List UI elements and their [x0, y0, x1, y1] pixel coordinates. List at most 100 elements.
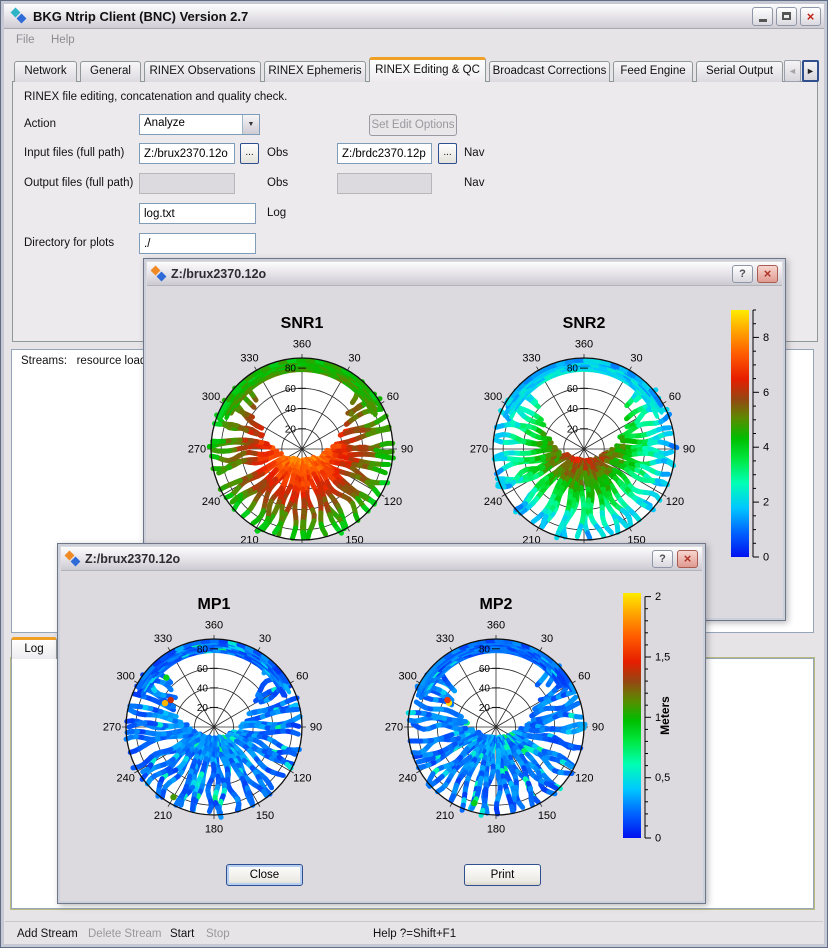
delete-stream-action[interactable]: Delete Stream [88, 928, 162, 940]
svg-text:20: 20 [197, 703, 209, 714]
menu-file[interactable]: File [16, 34, 35, 46]
svg-text:4: 4 [763, 442, 769, 454]
svg-text:90: 90 [683, 444, 695, 456]
log-label: Log [267, 207, 287, 219]
snr-dialog-help-button[interactable]: ? [732, 264, 753, 283]
svg-text:270: 270 [103, 722, 121, 734]
svg-text:90: 90 [401, 444, 413, 456]
tab-serial-output[interactable]: Serial Output [696, 61, 783, 82]
plots-directory-label: Directory for plots [24, 237, 115, 249]
svg-text:20: 20 [285, 424, 297, 435]
svg-text:0,5: 0,5 [655, 772, 670, 784]
tab-broadcast-corrections[interactable]: Broadcast Corrections [489, 61, 610, 82]
svg-text:0: 0 [655, 833, 661, 845]
set-edit-options-button[interactable]: Set Edit Options [369, 114, 457, 136]
input-obs-field[interactable] [139, 143, 235, 164]
close-button[interactable]: × [800, 6, 821, 26]
tab-rinex-editing-qc[interactable]: RINEX Editing & QC [369, 57, 486, 82]
mp-dialog-titlebar: Z:/brux2370.12o ? × [61, 547, 702, 571]
browse-obs-button[interactable]: ... [240, 143, 259, 164]
tab-general[interactable]: General [80, 61, 141, 82]
svg-text:360: 360 [205, 620, 223, 632]
svg-text:270: 270 [188, 444, 206, 456]
minimize-icon [758, 19, 767, 22]
svg-text:20: 20 [567, 424, 579, 435]
snr-dialog-close-button[interactable]: × [757, 264, 778, 283]
status-bar: Add Stream Delete Stream Start Stop Help… [5, 921, 823, 945]
bnc-logo-icon [10, 7, 27, 24]
svg-text:80: 80 [567, 364, 579, 375]
bnc-logo-icon [150, 265, 167, 282]
svg-text:40: 40 [285, 404, 297, 415]
svg-text:210: 210 [154, 810, 172, 822]
bnc-logo-blue-diamond [16, 13, 27, 24]
stop-action[interactable]: Stop [206, 928, 230, 940]
svg-text:90: 90 [310, 722, 322, 734]
tab-rinex-ephemeris[interactable]: RINEX Ephemeris [264, 61, 366, 82]
svg-text:2: 2 [763, 497, 769, 509]
colorbar-snr_scale: 0 2 4 6 8 [731, 309, 769, 564]
mp-dialog-help-button[interactable]: ? [652, 549, 673, 568]
svg-text:360: 360 [487, 620, 505, 632]
svg-text:60: 60 [567, 384, 579, 395]
maximize-button[interactable] [776, 6, 797, 26]
output-nav-field[interactable] [337, 173, 432, 194]
svg-text:60: 60 [296, 671, 308, 683]
skyplot-snr2: 2040608036030609012015018021024027030033… [470, 315, 695, 561]
minimize-button[interactable] [752, 6, 773, 26]
nav-label-input: Nav [464, 147, 485, 159]
mp-dialog-close-button[interactable]: × [677, 549, 698, 568]
tab-scroll-right-button[interactable]: ► [802, 60, 819, 82]
svg-text:SNR1: SNR1 [281, 315, 324, 332]
svg-text:240: 240 [399, 773, 417, 785]
help-shortcut-label: Help ?=Shift+F1 [373, 928, 457, 940]
input-nav-field[interactable] [337, 143, 432, 164]
svg-text:60: 60 [578, 671, 590, 683]
svg-text:60: 60 [285, 384, 297, 395]
svg-text:30: 30 [541, 633, 553, 645]
tab-feed-engine[interactable]: Feed Engine [613, 61, 693, 82]
obs-label-output: Obs [267, 177, 289, 189]
menu-help[interactable]: Help [51, 34, 75, 46]
svg-text:Meters: Meters [658, 696, 672, 735]
pane-description: RINEX file editing, concatenation and qu… [24, 91, 288, 103]
svg-text:270: 270 [470, 444, 488, 456]
svg-text:240: 240 [117, 773, 135, 785]
svg-text:60: 60 [387, 391, 399, 403]
skyplot-mp1: 20 40 60 80 360 30 60 90 120 150 180 210 240 270 300 33… [103, 596, 322, 836]
print-plot-button[interactable]: Print [464, 864, 541, 886]
svg-text:20: 20 [479, 703, 491, 714]
plots-directory-field[interactable] [139, 233, 256, 254]
svg-text:80: 80 [197, 644, 209, 655]
svg-text:300: 300 [484, 391, 502, 403]
svg-text:120: 120 [293, 773, 311, 785]
svg-text:80: 80 [479, 644, 491, 655]
svg-text:240: 240 [484, 496, 502, 508]
svg-text:1,5: 1,5 [655, 652, 670, 664]
svg-text:330: 330 [240, 353, 258, 365]
tab-rinex-observations[interactable]: RINEX Observations [144, 61, 261, 82]
close-icon: × [806, 8, 815, 24]
svg-text:210: 210 [436, 810, 454, 822]
streams-header: Streams: resource load [21, 355, 147, 367]
close-plot-button[interactable]: Close [226, 864, 303, 886]
output-obs-field[interactable] [139, 173, 235, 194]
svg-text:1: 1 [655, 712, 661, 724]
svg-text:330: 330 [522, 353, 540, 365]
browse-nav-button[interactable]: ... [438, 143, 457, 164]
svg-text:90: 90 [592, 722, 604, 734]
chevron-right-icon: ► [806, 66, 815, 76]
svg-text:330: 330 [436, 633, 454, 645]
start-action[interactable]: Start [170, 928, 195, 940]
tab-scroll-left-button[interactable]: ◄ [784, 60, 801, 82]
action-combobox[interactable]: Analyze ▼ [139, 114, 260, 135]
tab-network[interactable]: Network [14, 61, 77, 82]
svg-text:30: 30 [348, 353, 360, 365]
tab-log[interactable]: Log [11, 637, 57, 659]
svg-text:120: 120 [666, 496, 684, 508]
logfile-field[interactable] [139, 203, 256, 224]
svg-text:330: 330 [154, 633, 172, 645]
help-icon: ? [659, 552, 666, 565]
chevron-down-icon: ▼ [242, 115, 259, 134]
add-stream-action[interactable]: Add Stream [17, 928, 78, 940]
